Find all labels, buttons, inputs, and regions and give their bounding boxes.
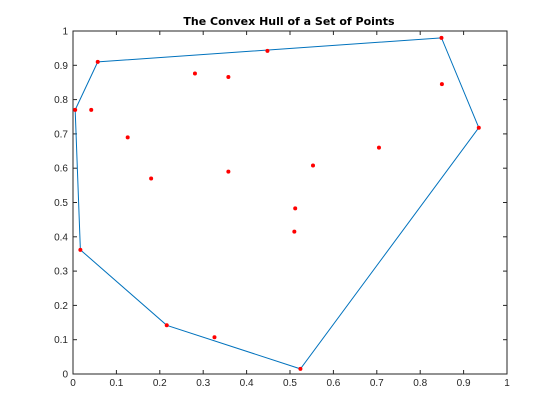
data-point [73, 107, 78, 112]
data-point [164, 323, 169, 328]
x-tick-label: 0.8 [413, 378, 427, 389]
y-tick-label: 0.1 [54, 335, 68, 346]
chart-title: The Convex Hull of a Set of Points [183, 15, 395, 28]
data-point [226, 169, 231, 174]
y-tick-label: 0.4 [54, 232, 68, 243]
data-point [149, 176, 154, 181]
convex-hull-line [74, 37, 480, 370]
y-tick-label: 0.5 [54, 198, 68, 209]
data-point [78, 247, 83, 252]
y-tick-label: 0.9 [54, 61, 68, 72]
y-tick-label: 1 [62, 27, 68, 38]
data-point [226, 74, 231, 79]
x-tick-label: 0.9 [457, 378, 471, 389]
y-tick-label: 0.6 [54, 164, 68, 175]
x-tick-label: 0 [70, 378, 76, 389]
y-tick-label: 0.3 [54, 267, 68, 278]
x-tick-label: 1 [504, 378, 510, 389]
points-layer [73, 35, 481, 371]
data-point [311, 163, 316, 168]
data-point [95, 59, 100, 64]
data-point [376, 145, 381, 150]
x-tick-label: 0.3 [196, 378, 210, 389]
data-point [125, 135, 130, 140]
x-tick-label: 0.4 [240, 378, 254, 389]
data-point [476, 125, 481, 130]
hull-layer [74, 37, 480, 370]
data-point [292, 229, 297, 234]
y-tick-label: 0.7 [54, 129, 68, 140]
data-point [89, 107, 94, 112]
y-tick-label: 0.2 [54, 301, 68, 312]
data-point [265, 48, 270, 53]
data-point [212, 335, 217, 340]
data-point [439, 82, 444, 87]
x-tick-label: 0.6 [326, 378, 340, 389]
data-point [293, 206, 298, 211]
data-point [439, 35, 444, 40]
data-point [192, 71, 197, 76]
data-point [298, 366, 303, 371]
x-tick-label: 0.1 [109, 378, 123, 389]
y-tick-label: 0.8 [54, 95, 68, 106]
y-tick-label: 0 [62, 370, 68, 381]
x-tick-label: 0.7 [370, 378, 384, 389]
axis-ticks: 0 0.1 0.2 0.3 0.4 0.5 0.6 0.7 0.8 0.9 1 0 0.1 0.2 0.3 0… [54, 27, 510, 390]
x-tick-label: 0.2 [153, 378, 167, 389]
x-tick-label: 0.5 [283, 378, 297, 389]
